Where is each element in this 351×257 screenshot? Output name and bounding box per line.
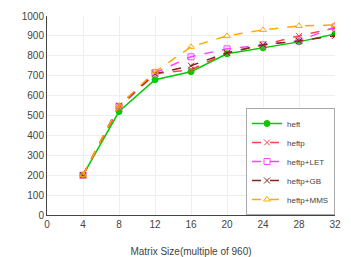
svg-text:400: 400: [27, 130, 44, 141]
svg-text:heft: heft: [287, 120, 301, 129]
svg-text:100: 100: [27, 190, 44, 201]
svg-text:700: 700: [27, 70, 44, 81]
svg-text:1000: 1000: [22, 11, 45, 22]
svg-text:200: 200: [27, 170, 44, 181]
svg-text:heftp: heftp: [287, 139, 305, 148]
svg-text:0: 0: [44, 219, 50, 230]
svg-text:300: 300: [27, 150, 44, 161]
svg-text:12: 12: [149, 219, 161, 230]
svg-text:16: 16: [185, 219, 197, 230]
svg-text:28: 28: [293, 219, 305, 230]
svg-text:0: 0: [38, 210, 44, 221]
svg-text:900: 900: [27, 30, 44, 41]
svg-text:32: 32: [329, 219, 341, 230]
svg-text:800: 800: [27, 50, 44, 61]
svg-text:heftp+MMS: heftp+MMS: [287, 196, 328, 205]
svg-text:8: 8: [116, 219, 122, 230]
svg-text:24: 24: [257, 219, 269, 230]
svg-text:500: 500: [27, 110, 44, 121]
svg-text:Matrix Size(multiple of 960): Matrix Size(multiple of 960): [130, 246, 251, 257]
svg-text:heftp+LET: heftp+LET: [287, 158, 324, 167]
svg-text:heftp+GB: heftp+GB: [287, 177, 321, 186]
svg-text:4: 4: [80, 219, 86, 230]
svg-text:20: 20: [221, 219, 233, 230]
svg-text:600: 600: [27, 90, 44, 101]
